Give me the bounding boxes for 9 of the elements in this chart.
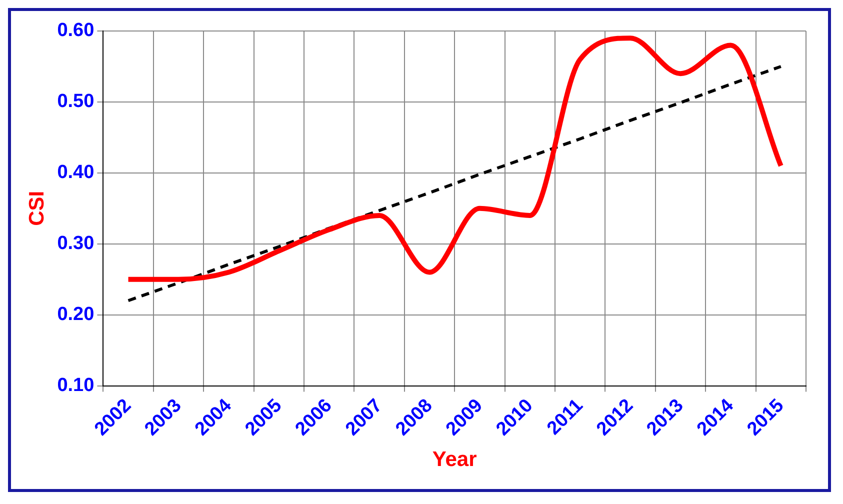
y-tick-label: 0.20 [57,304,94,326]
line-series [126,64,782,302]
y-axis-title: CSI [25,190,48,226]
y-tick-label: 0.40 [57,162,94,184]
x-axis-title: Year [432,448,477,472]
y-tick-label: 0.30 [57,233,94,254]
y-tick-label: 0.10 [57,375,94,396]
y-tick-label: 0.60 [57,20,94,42]
y-tick-label: 0.50 [57,91,94,112]
